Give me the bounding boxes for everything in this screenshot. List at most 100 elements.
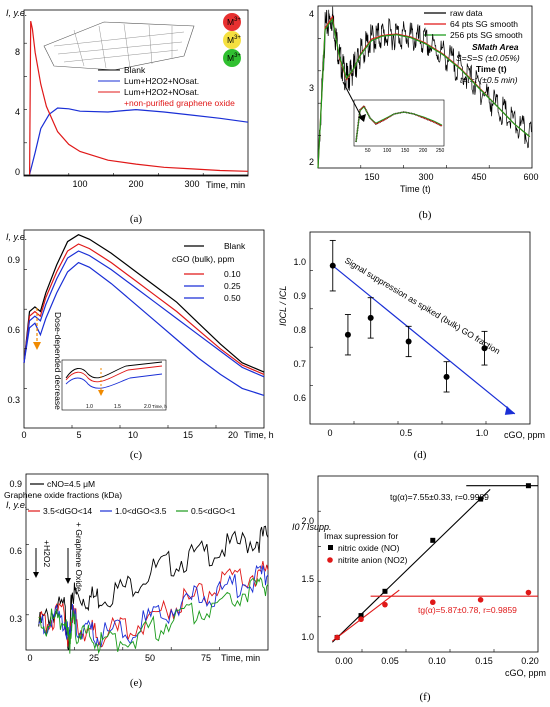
inset-tick: 150 (401, 148, 410, 154)
y-tick: 0.9 (7, 255, 20, 265)
legend-label: raw data (450, 8, 483, 18)
panel-d-ylabel: I0CL / ICL (278, 286, 288, 326)
x-tick: 0 (27, 653, 32, 663)
panel-d: I0CL / ICL 0 0.5 1.0 cGO, ppm 0.6 0.7 0.… (278, 231, 545, 461)
x-tick: 0.00 (335, 656, 353, 666)
dose-annotation: Dose-depended decrease (53, 312, 63, 410)
legend-label: 1.0<dGO<3.5 (115, 506, 167, 516)
panel-e-caption: (e) (130, 677, 143, 689)
panel-c-plot (23, 234, 265, 428)
h2o2-annotation: +H2O2 (42, 540, 52, 567)
data-point (430, 537, 436, 543)
x-tick: 0.5 (400, 428, 413, 438)
legend-label: 3.5<dGO<14 (43, 506, 92, 516)
legend-title: cGO (bulk), ppm (172, 254, 234, 264)
panel-b: 150 300 450 600 2 3 4 raw data 64 pts SG… (309, 5, 539, 221)
legend-label: 0.50 (224, 293, 241, 303)
y-tick: 0.6 (7, 325, 20, 335)
panel-d-yticks: 0.6 0.7 0.8 0.9 1.0 (293, 257, 306, 403)
fit-label-no: tg(α)=7.55±0.33, r=0.9989 (390, 492, 489, 502)
series-line (317, 17, 531, 169)
series-line (38, 564, 269, 648)
y-tick: 2 (309, 157, 314, 167)
panel-d-caption: (d) (414, 449, 427, 461)
panel-e-xlabel: Time, min (221, 653, 260, 663)
green-ion-icon (223, 49, 241, 67)
panel-d-xticks: 0 0.5 1.0 (327, 428, 488, 438)
x-tick: 0.05 (381, 656, 399, 666)
trend-arrow-head (504, 405, 515, 415)
data-point (477, 597, 484, 603)
panel-a-caption: (a) (130, 213, 143, 225)
inset-tick: 1.5 (114, 404, 121, 410)
x-tick: 1.0 (476, 428, 489, 438)
fit-label-no2: tg(α)=5.87±0.78, r=0.9859 (418, 605, 517, 615)
x-tick: 150 (364, 172, 379, 182)
legend-label: Lum+H2O2+NOsat. (124, 76, 199, 86)
legend-label: Blank (124, 65, 146, 75)
ion-label: M3+ (227, 53, 241, 63)
go-annotation: + Graphene Oxide (74, 522, 84, 592)
x-tick: 0.20 (521, 656, 539, 666)
panel-c: I, y.e. 0 5 10 15 20 Time, h 0.3 0.6 0.9… (6, 229, 274, 461)
data-point (478, 496, 484, 502)
legend-label: 0.10 (224, 269, 241, 279)
series-line (317, 6, 532, 169)
panel-e-xticks: 0 25 50 75 (27, 653, 211, 663)
x-tick: 200 (128, 179, 143, 189)
data-point (329, 262, 336, 269)
suppression-annotation: Signal suppression as spiked (bulk) GO f… (343, 255, 502, 356)
y-tick: 0.8 (293, 325, 306, 335)
legend-label: 256 pts SG smooth (450, 30, 523, 40)
x-tick: 300 (184, 179, 199, 189)
zoom-arrow-head (358, 114, 366, 122)
data-point (382, 588, 388, 594)
trend-arrow (332, 265, 516, 415)
panel-f-xlabel: cGO, ppm (505, 668, 546, 678)
series-line (29, 20, 249, 175)
data-point (358, 613, 364, 619)
panel-f: I0 / Isupp. 0.00 0.05 0.10 0.15 0.20 cGO… (292, 475, 546, 703)
panel-c-frame (23, 229, 265, 429)
series-line (38, 561, 269, 648)
series-line (23, 243, 265, 375)
legend-label: nitric oxide (NO) (338, 543, 400, 553)
data-point (429, 599, 436, 606)
legend-label: 0.5<dGO<1 (191, 506, 236, 516)
fit-line (332, 589, 400, 642)
panel-f-caption: (f) (420, 691, 431, 703)
panel-b-yticks: 2 3 4 (309, 9, 314, 167)
panel-e-plot (26, 508, 269, 655)
y-tick: 8 (15, 47, 20, 57)
y-tick: 3 (309, 83, 314, 93)
x-tick: 0 (21, 430, 26, 440)
panel-a-legend: Blank Lum+H2O2+NOsat. Lum+H2O2+NOsat. +n… (98, 65, 235, 108)
panel-a-xlabel: Time, min (206, 180, 245, 190)
legend-label: 64 pts SG smooth (450, 19, 518, 29)
y-tick: 1.0 (301, 632, 314, 642)
y-tick: 2.0 (301, 516, 314, 526)
y-tick: 1.5 (301, 574, 314, 584)
legend-label: Blank (224, 241, 246, 251)
inset-black-trace (65, 361, 163, 379)
y-tick: 0.3 (9, 614, 22, 624)
panel-f-ylabel: I0 / Isupp. (292, 522, 332, 532)
y-tick: 0.6 (293, 393, 306, 403)
x-tick: 0.15 (475, 656, 493, 666)
y-tick: 0.7 (293, 359, 306, 369)
time-formula: t=t=t (±0.5 min) (460, 75, 518, 85)
x-tick: 15 (183, 430, 193, 440)
y-tick: 0 (15, 167, 20, 177)
ion-badges: M3+ M3+ M3+ (223, 13, 241, 67)
x-tick: 450 (471, 172, 486, 182)
panel-f-legend: Imax supression for nitric oxide (NO) ni… (324, 531, 408, 565)
panel-b-frame (317, 5, 533, 169)
inset-red-trace (65, 365, 163, 383)
data-point (358, 616, 364, 623)
legend-label: nitrite anion (NO2) (338, 555, 408, 565)
x-tick: 20 (228, 430, 238, 440)
inset-tick: 2.0 (144, 404, 151, 410)
panel-b-xlabel: Time (t) (400, 184, 431, 194)
inset-red-trace (355, 105, 443, 143)
data-point (525, 483, 531, 489)
